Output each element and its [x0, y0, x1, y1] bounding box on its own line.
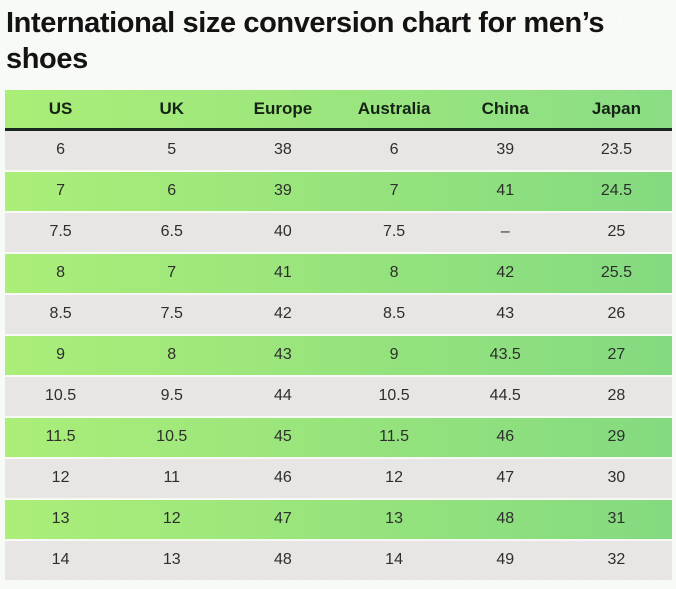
table-cell: 23.5: [600, 141, 632, 159]
table-cell: 41: [496, 182, 515, 200]
table-cell: 47: [274, 510, 292, 528]
table-cell: 26: [607, 305, 626, 323]
table-cell: 13: [162, 551, 181, 569]
table-cell: 44: [274, 387, 292, 405]
table-cell: 12: [51, 469, 70, 487]
table-row: 10.5 9.5 44 10.5 44.5 28: [5, 376, 672, 416]
table-row: 8.5 7.5 42 8.5 43 26: [5, 294, 672, 334]
table-cell: 14: [385, 551, 403, 569]
page-title: International size conversion chart for …: [6, 7, 605, 75]
table-cell: 24.5: [600, 182, 632, 200]
table-cell: 7: [389, 182, 399, 200]
table-cell: 7.5: [160, 305, 183, 323]
table-row: 14 13 48 14 49 32: [5, 540, 672, 580]
table-cell: 6: [389, 141, 399, 159]
table-cell: 25.5: [600, 264, 632, 282]
table-cell: 48: [274, 551, 292, 569]
table-cell: 6: [56, 141, 66, 159]
table-row: 7.5 6.5 40 7.5 – 25: [5, 212, 672, 252]
table-cell: 42: [274, 305, 292, 323]
table-cell: 9: [389, 346, 399, 364]
table-cell: 11: [163, 469, 181, 487]
table-row: 13 12 47 13 48 31: [5, 499, 672, 539]
column-header-us: US: [48, 98, 73, 118]
table-row: 12 11 46 12 47 30: [5, 458, 672, 498]
column-header-uk: UK: [159, 98, 185, 118]
table-cell: 12: [162, 510, 181, 528]
table-cell: 48: [496, 510, 515, 528]
table-cell: 8.5: [49, 305, 72, 323]
table-cell: 5: [167, 141, 177, 159]
table-cell: 9: [56, 346, 66, 364]
table-row: 9 8 43 9 43.5 27: [5, 335, 672, 375]
table-cell: 46: [496, 428, 515, 446]
table-row: 8 7 41 8 42 25.5: [5, 253, 672, 293]
table-cell: 13: [51, 510, 70, 528]
table-cell: 42: [496, 264, 515, 282]
table-cell: 29: [607, 428, 626, 446]
table-cell: 8: [389, 264, 399, 282]
table-cell: 43: [496, 305, 515, 323]
table-cell: 39: [274, 182, 292, 200]
table-cell: 7.5: [382, 223, 406, 241]
table-cell: 32: [607, 551, 626, 569]
table-header-row: US UK Europe Australia China Japan: [5, 89, 672, 131]
table-cell: 7: [167, 264, 177, 282]
table-cell: 12: [385, 469, 403, 487]
table-cell: 25: [607, 223, 626, 241]
table-row: 11.5 10.5 45 11.5 46 29: [5, 417, 672, 457]
table-cell: –: [500, 223, 510, 241]
table-cell: 41: [274, 264, 292, 282]
table-cell: 7.5: [49, 223, 72, 241]
table-cell: 38: [274, 141, 292, 159]
table-body: 6 5 38 6 39 23.5 7 6 39 7 41 24.5 7.5 6.5 40 7.5 – 25 8 7 41…: [5, 130, 672, 580]
table-cell: 8: [167, 346, 177, 364]
table-cell: 6: [167, 182, 177, 200]
table-cell: 11.5: [45, 428, 76, 446]
table-cell: 7: [56, 182, 66, 200]
table-cell: 30: [607, 469, 626, 487]
table-cell: 11.5: [379, 428, 410, 446]
table-cell: 8: [56, 264, 66, 282]
column-header-china: China: [481, 98, 529, 118]
table-cell: 43.5: [489, 346, 521, 364]
table-cell: 49: [496, 551, 515, 569]
table-cell: 43: [274, 346, 292, 364]
table-cell: 8.5: [382, 305, 406, 323]
table-cell: 45: [274, 428, 292, 446]
table-cell: 27: [607, 346, 626, 364]
table-cell: 47: [496, 469, 515, 487]
table-row: 6 5 38 6 39 23.5: [5, 130, 672, 170]
table-cell: 28: [607, 387, 626, 405]
table-cell: 6.5: [160, 223, 183, 241]
column-header-australia: Australia: [357, 98, 431, 118]
table-cell: 40: [274, 223, 292, 241]
table-cell: 46: [274, 469, 292, 487]
table-cell: 10.5: [378, 387, 410, 405]
column-header-japan: Japan: [591, 98, 641, 118]
table-cell: 31: [607, 510, 626, 528]
table-row: 7 6 39 7 41 24.5: [5, 171, 672, 211]
table-cell: 39: [496, 141, 515, 159]
table-cell: 10.5: [156, 428, 188, 446]
column-header-europe: Europe: [253, 98, 313, 118]
table-cell: 13: [385, 510, 403, 528]
table-cell: 14: [51, 551, 70, 569]
size-conversion-table: US UK Europe Australia China Japan 6 5 38 6 39 23.…: [5, 89, 672, 580]
table-cell: 10.5: [45, 387, 77, 405]
table-cell: 44.5: [489, 387, 521, 405]
table-cell: 9.5: [160, 387, 183, 405]
